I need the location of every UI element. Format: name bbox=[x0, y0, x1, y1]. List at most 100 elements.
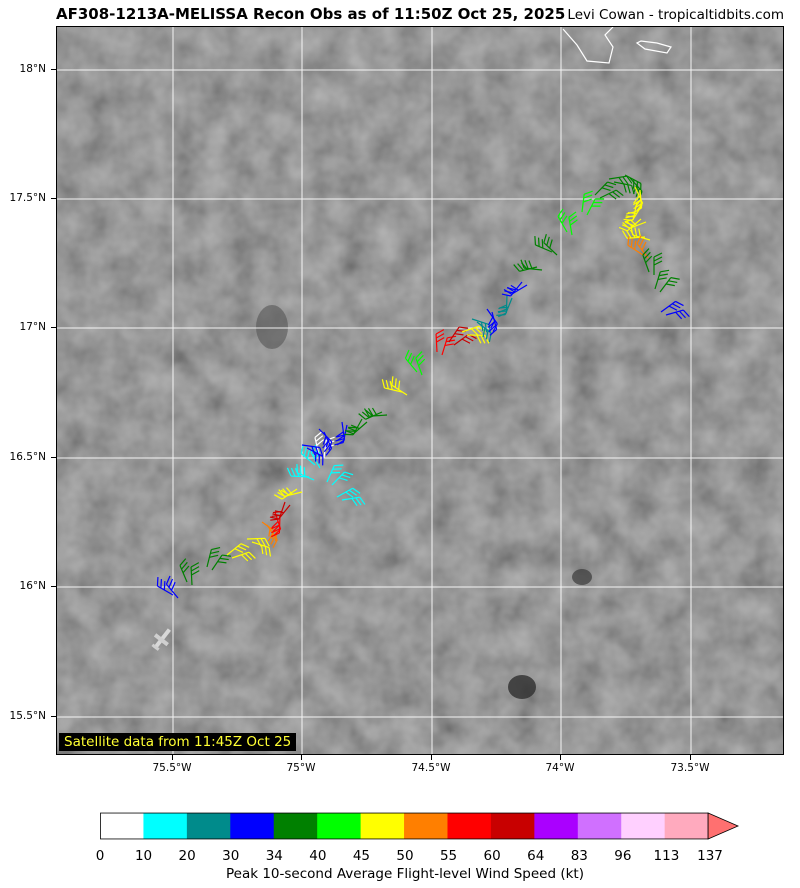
lat-label: 18°N bbox=[19, 63, 46, 75]
colorbar-tick-label: 83 bbox=[570, 848, 588, 864]
wind-barb bbox=[278, 487, 303, 497]
colorbar bbox=[100, 812, 740, 840]
tick-mark bbox=[560, 755, 561, 760]
colorbar-tick-label: 113 bbox=[653, 848, 680, 864]
wind-barb bbox=[190, 562, 200, 586]
wind-barb bbox=[251, 541, 272, 557]
wind-barb bbox=[435, 329, 445, 353]
wind-barb bbox=[520, 259, 543, 271]
colorbar-tick-label: 96 bbox=[614, 848, 632, 864]
cloud-feature bbox=[256, 305, 288, 349]
wind-barb bbox=[466, 334, 490, 344]
wind-barb bbox=[314, 431, 325, 456]
tick-mark bbox=[51, 198, 56, 199]
colorbar-segment bbox=[186, 813, 231, 839]
tick-mark bbox=[51, 716, 56, 717]
wind-barb bbox=[358, 409, 383, 420]
gridlines bbox=[57, 27, 783, 754]
colorbar-segment bbox=[577, 813, 622, 839]
lat-label: 15.5°N bbox=[9, 710, 46, 722]
cloud-feature bbox=[508, 675, 536, 699]
tick-mark bbox=[301, 755, 302, 760]
tick-mark bbox=[51, 69, 56, 70]
lat-label: 16°N bbox=[19, 580, 46, 592]
wind-barb bbox=[660, 300, 684, 313]
wind-barb bbox=[659, 277, 680, 293]
wind-barb bbox=[557, 208, 568, 233]
wind-barb bbox=[391, 376, 408, 396]
wind-barb bbox=[543, 233, 558, 256]
wind-barb bbox=[300, 444, 316, 466]
tick-mark bbox=[690, 755, 691, 760]
lat-label: 17.5°N bbox=[9, 192, 46, 204]
lat-label: 17°N bbox=[19, 321, 46, 333]
wind-barb bbox=[503, 284, 528, 295]
wind-barb bbox=[306, 447, 324, 466]
colorbar-segment bbox=[317, 813, 362, 839]
colorbar-segment bbox=[100, 813, 144, 839]
lon-label: 73.5°W bbox=[670, 762, 710, 774]
wind-barb bbox=[486, 308, 498, 332]
wind-barb bbox=[322, 431, 333, 456]
wind-barb bbox=[156, 577, 174, 596]
wind-barb bbox=[622, 219, 647, 230]
tick-mark bbox=[51, 327, 56, 328]
colorbar-segments bbox=[100, 812, 740, 840]
wind-barb bbox=[608, 175, 633, 186]
colorbar-segment bbox=[273, 813, 318, 839]
aircraft-icon bbox=[151, 628, 171, 651]
satellite-map[interactable]: Satellite data from 11:45Z Oct 25 bbox=[56, 26, 784, 755]
colorbar-segment bbox=[621, 813, 666, 839]
wind-barb bbox=[448, 326, 469, 343]
colorbar-segment bbox=[490, 813, 535, 839]
wind-barb bbox=[594, 181, 617, 196]
wind-barb bbox=[326, 464, 344, 483]
colorbar-label: Peak 10-second Average Flight-level Wind… bbox=[226, 866, 584, 882]
credit-text: Levi Cowan - tropicaltidbits.com bbox=[567, 7, 784, 23]
satellite-timestamp: Satellite data from 11:45Z Oct 25 bbox=[59, 733, 297, 751]
wind-barb bbox=[404, 349, 418, 373]
wind-barb bbox=[296, 464, 315, 481]
colorbar-tick-label: 60 bbox=[483, 848, 501, 864]
coastline bbox=[562, 27, 614, 64]
lon-label: 74.5°W bbox=[411, 762, 451, 774]
colorbar-tick-label: 10 bbox=[134, 848, 153, 864]
colorbar-tick-label: 34 bbox=[265, 848, 283, 864]
wind-barb bbox=[627, 236, 644, 256]
chart-title: AF308-1213A-MELISSA Recon Obs as of 11:5… bbox=[56, 5, 566, 23]
colorbar-segment bbox=[360, 813, 405, 839]
colorbar-segment bbox=[447, 813, 492, 839]
wind-barb bbox=[226, 543, 250, 556]
wind-barb bbox=[568, 211, 578, 236]
colorbar-outline bbox=[100, 812, 709, 840]
lon-label: 75°W bbox=[286, 762, 316, 774]
cloud-feature bbox=[572, 569, 592, 585]
lon-label: 75.5°W bbox=[152, 762, 192, 774]
lon-label: 74°W bbox=[545, 762, 575, 774]
wind-barb bbox=[534, 236, 553, 253]
wind-barb bbox=[599, 189, 624, 200]
cloud-texture bbox=[57, 27, 783, 754]
wind-barb bbox=[165, 575, 179, 599]
wind-barb bbox=[586, 198, 605, 216]
colorbar-tick-label: 40 bbox=[309, 848, 327, 864]
wind-barb bbox=[381, 379, 403, 393]
colorbar-segment bbox=[664, 813, 709, 839]
wind-barb bbox=[363, 407, 388, 417]
wind-barb bbox=[269, 504, 291, 520]
wind-barb bbox=[336, 487, 361, 498]
colorbar-tick-label: 0 bbox=[95, 848, 105, 864]
map-canvas bbox=[57, 27, 783, 754]
tick-mark bbox=[172, 755, 173, 760]
wind-barb bbox=[231, 551, 256, 562]
colorbar-segment bbox=[230, 813, 275, 839]
colorbar-tick-label: 137 bbox=[697, 848, 723, 864]
colorbar-tick-label: 50 bbox=[396, 848, 414, 864]
wind-barb bbox=[206, 547, 221, 568]
wind-barb bbox=[642, 248, 653, 273]
lat-label: 16.5°N bbox=[9, 451, 46, 463]
wind-barb bbox=[487, 311, 498, 336]
wind-barb bbox=[496, 297, 513, 316]
wind-barb bbox=[179, 558, 190, 583]
colorbar-tick-label: 30 bbox=[222, 848, 240, 864]
